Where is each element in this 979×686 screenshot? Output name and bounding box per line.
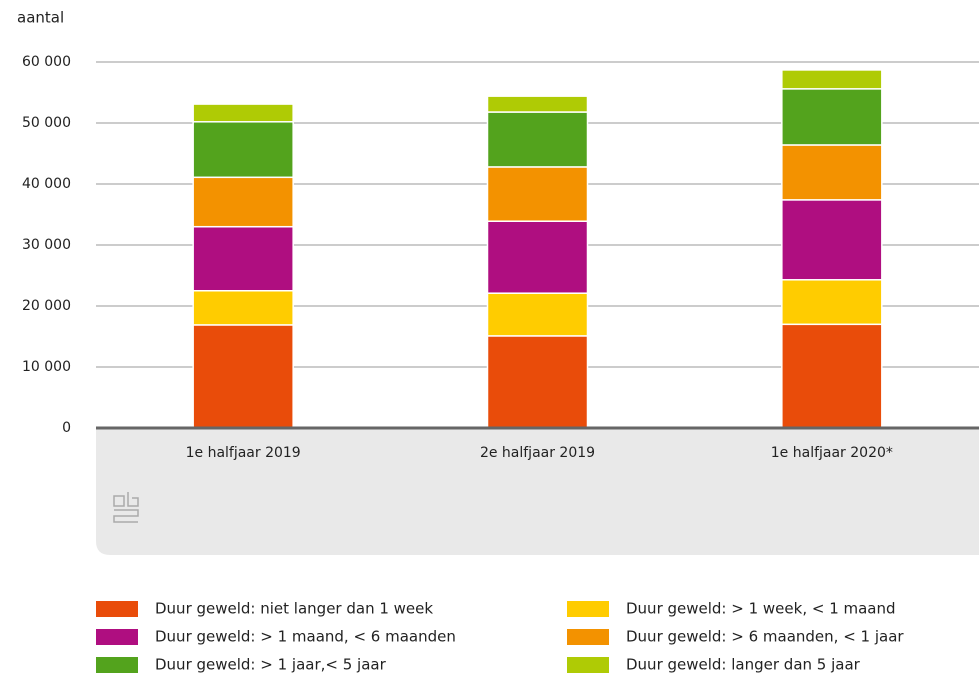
y-axis-label: aantal (17, 9, 64, 27)
bar-segment (781, 279, 883, 326)
bar-segment (192, 176, 294, 228)
bar-segment (192, 103, 294, 123)
axis-panel (96, 428, 979, 555)
bar-segment (192, 121, 294, 179)
legend-swatch (96, 629, 138, 645)
bar-segment (486, 335, 589, 429)
legend-swatch (567, 601, 609, 617)
bar-segment (486, 111, 589, 168)
x-tick-label: 1e halfjaar 2019 (186, 445, 301, 461)
legend-label: Duur geweld: > 1 week, < 1 maand (626, 600, 896, 618)
bar-segment (486, 220, 589, 294)
y-tick-label: 20 000 (22, 298, 71, 314)
legend-swatch (96, 657, 138, 673)
bar-segment (486, 95, 589, 113)
y-tick-label: 10 000 (22, 359, 71, 375)
bar-segment (781, 88, 883, 146)
y-tick-label: 50 000 (22, 115, 71, 131)
y-tick-label: 0 (62, 420, 71, 436)
legend-label: Duur geweld: niet langer dan 1 week (155, 600, 433, 618)
legend-swatch (567, 657, 609, 673)
bar-segment (192, 225, 294, 292)
legend-label: Duur geweld: > 1 maand, < 6 maanden (155, 628, 456, 646)
x-tick-label: 1e halfjaar 2020* (771, 445, 893, 461)
logo (113, 492, 139, 523)
bar-segment (192, 324, 294, 429)
bar-segment (192, 290, 294, 326)
bar-segment (486, 166, 589, 222)
y-tick-label: 60 000 (22, 54, 71, 70)
y-tick-label: 40 000 (22, 176, 71, 192)
x-tick-label: 2e halfjaar 2019 (480, 445, 595, 461)
bar-segment (781, 144, 883, 201)
legend-label: Duur geweld: > 1 jaar,< 5 jaar (155, 656, 387, 674)
y-tick-label: 30 000 (22, 237, 71, 253)
legend-label: Duur geweld: > 6 maanden, < 1 jaar (626, 628, 904, 646)
legend-swatch (567, 629, 609, 645)
bar-segment (781, 199, 883, 281)
legend-label: Duur geweld: langer dan 5 jaar (626, 656, 861, 674)
bar-segment (781, 323, 883, 429)
bar-segment (486, 292, 589, 337)
legend-swatch (96, 601, 138, 617)
bar-segment (781, 69, 883, 90)
